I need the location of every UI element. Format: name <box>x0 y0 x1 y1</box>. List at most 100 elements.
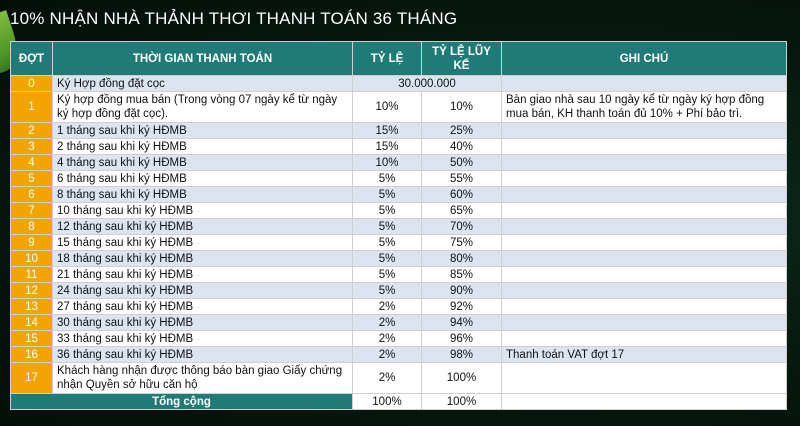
row-cumulative: 70% <box>421 218 502 235</box>
row-note <box>501 266 787 283</box>
table-row: 7 10 tháng sau khi ký HĐMB 5% 65% <box>10 202 787 219</box>
row-time: 6 tháng sau khi ký HĐMB <box>52 170 353 187</box>
row-dot: 15 <box>10 330 53 347</box>
row-dot: 1 <box>10 91 53 123</box>
row-cumulative: 75% <box>421 234 502 251</box>
table-row: 11 21 tháng sau khi ký HĐMB 5% 85% <box>10 266 787 283</box>
row-time: Ký hợp đồng mua bán (Trong vòng 07 ngày … <box>52 91 353 123</box>
row-dot: 12 <box>10 282 53 299</box>
total-label: Tổng cộng <box>10 393 353 410</box>
row-dot: 16 <box>10 346 53 363</box>
row-rate: 10% <box>352 154 422 171</box>
total-rate: 100% <box>352 393 422 410</box>
row-rate: 2% <box>352 346 422 363</box>
row-rate: 15% <box>352 122 422 139</box>
row-cumulative: 98% <box>421 346 502 363</box>
row-time: 12 tháng sau khi ký HĐMB <box>52 218 353 235</box>
row-time: 8 tháng sau khi ký HĐMB <box>52 186 353 203</box>
table-row: 4 4 tháng sau khi ký HĐMB 10% 50% <box>10 154 787 171</box>
row-time: 24 tháng sau khi ký HĐMB <box>52 282 353 299</box>
row-time: 27 tháng sau khi ký HĐMB <box>52 298 353 315</box>
row-cumulative: 80% <box>421 250 502 267</box>
row-note <box>501 314 787 331</box>
row-note <box>501 218 787 235</box>
row-rate: 5% <box>352 250 422 267</box>
row-dot: 7 <box>10 202 53 219</box>
row-time: 36 tháng sau khi ký HĐMB <box>52 346 353 363</box>
row-cumulative: 65% <box>421 202 502 219</box>
row-dot: 10 <box>10 250 53 267</box>
row-time: 21 tháng sau khi ký HĐMB <box>52 266 353 283</box>
page-title: 10% NHẬN NHÀ THẢNH THƠI THANH TOÁN 36 TH… <box>10 9 458 28</box>
row-rate: 2% <box>352 330 422 347</box>
table-row: 17 Khách hàng nhận được thông báo bàn gi… <box>10 362 787 394</box>
payment-schedule-table: ĐỢT THỜI GIAN THANH TOÁN TỶ LỆ TỶ LỆ LŨY… <box>10 41 787 410</box>
row-time: 2 tháng sau khi ký HĐMB <box>52 138 353 155</box>
row-cumulative: 96% <box>421 330 502 347</box>
row-dot: 6 <box>10 186 53 203</box>
row-cumulative: 40% <box>421 138 502 155</box>
row-cumulative: 100% <box>421 362 502 394</box>
row-time: 10 tháng sau khi ký HĐMB <box>52 202 353 219</box>
row-dot: 0 <box>10 75 53 92</box>
row-dot: 14 <box>10 314 53 331</box>
row-rate: 5% <box>352 218 422 235</box>
table-row: 6 8 tháng sau khi ký HĐMB 5% 60% <box>10 186 787 203</box>
table-row: 16 36 tháng sau khi ký HĐMB 2% 98% Thanh… <box>10 346 787 363</box>
row-cumulative: 85% <box>421 266 502 283</box>
row-rate: 15% <box>352 138 422 155</box>
row-rate: 2% <box>352 298 422 315</box>
row-note <box>501 186 787 203</box>
row-cumulative: 60% <box>421 186 502 203</box>
row-time: 18 tháng sau khi ký HĐMB <box>52 250 353 267</box>
row-note <box>501 250 787 267</box>
row-time: 1 tháng sau khi ký HĐMB <box>52 122 353 139</box>
row-dot: 4 <box>10 154 53 171</box>
header-dot: ĐỢT <box>10 41 53 76</box>
row-rate: 10% <box>352 91 422 123</box>
total-cumulative: 100% <box>421 393 502 410</box>
row-note <box>501 202 787 219</box>
row-rate: 5% <box>352 202 422 219</box>
table-row: 1 Ký hợp đồng mua bán (Trong vòng 07 ngà… <box>10 91 787 123</box>
header-time: THỜI GIAN THANH TOÁN <box>52 41 353 76</box>
row-time: 15 tháng sau khi ký HĐMB <box>52 234 353 251</box>
row-dot: 17 <box>10 362 53 394</box>
table-row: 3 2 tháng sau khi ký HĐMB 15% 40% <box>10 138 787 155</box>
table-row: 12 24 tháng sau khi ký HĐMB 5% 90% <box>10 282 787 299</box>
row-note <box>501 170 787 187</box>
header-note: GHI CHÚ <box>501 41 787 76</box>
row-cumulative: 55% <box>421 170 502 187</box>
row-rate: 5% <box>352 170 422 187</box>
table-header-row: ĐỢT THỜI GIAN THANH TOÁN TỶ LỆ TỶ LỆ LŨY… <box>10 41 787 76</box>
row-dot: 9 <box>10 234 53 251</box>
table-row: 13 27 tháng sau khi ký HĐMB 2% 92% <box>10 298 787 315</box>
table-row: 14 30 tháng sau khi ký HĐMB 2% 94% <box>10 314 787 331</box>
row-cumulative: 92% <box>421 298 502 315</box>
row-cumulative: 50% <box>421 154 502 171</box>
row-cumulative: 90% <box>421 282 502 299</box>
row-note <box>501 122 787 139</box>
table-row: 15 33 tháng sau khi ký HĐMB 2% 96% <box>10 330 787 347</box>
table-row: 9 15 tháng sau khi ký HĐMB 5% 75% <box>10 234 787 251</box>
row-time: Khách hàng nhận được thông báo bàn giao … <box>52 362 353 394</box>
table-row: 8 12 tháng sau khi ký HĐMB 5% 70% <box>10 218 787 235</box>
row-dot: 5 <box>10 170 53 187</box>
row-note <box>501 75 787 92</box>
row-note: Bàn giao nhà sau 10 ngày kể từ ngày ký h… <box>501 91 787 123</box>
row-rate: 5% <box>352 186 422 203</box>
row-dot: 8 <box>10 218 53 235</box>
row-rate: 2% <box>352 314 422 331</box>
table-row: 10 18 tháng sau khi ký HĐMB 5% 80% <box>10 250 787 267</box>
table-row: 2 1 tháng sau khi ký HĐMB 15% 25% <box>10 122 787 139</box>
row-note <box>501 154 787 171</box>
total-note <box>501 393 787 410</box>
row-note <box>501 138 787 155</box>
row-deposit-amount: 30.000.000 <box>352 75 502 92</box>
row-note <box>501 282 787 299</box>
row-rate: 2% <box>352 362 422 394</box>
header-cumulative: TỶ LỆ LŨY KẾ <box>421 41 502 76</box>
row-time: 4 tháng sau khi ký HĐMB <box>52 154 353 171</box>
header-rate: TỶ LỆ <box>352 41 422 76</box>
table-row: 0 Ký Hợp đồng đặt cọc 30.000.000 <box>10 75 787 92</box>
